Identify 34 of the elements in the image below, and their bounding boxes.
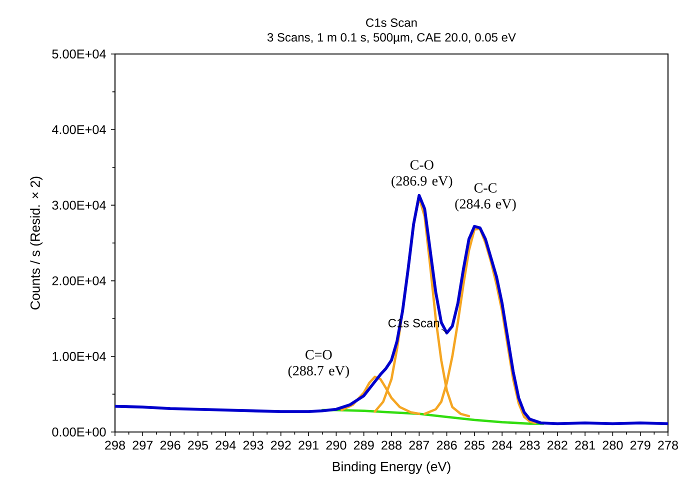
y-tick-label: 0.00E+00 [52,428,106,436]
x-tick-label: 282 [547,440,568,450]
x-tick-label: 289 [354,440,374,450]
chart-subtitle: 3 Scans, 1 m 0.1 s, 500µm, CAE 20.0, 0.05 eV [267,33,516,44]
y-tick-label: 4.00E+04 [52,125,106,134]
x-tick-label: 293 [243,440,264,450]
x-tick-label: 278 [658,440,678,450]
x-tick-label: 298 [105,440,126,450]
x-tick-label: 288 [382,440,402,450]
chart-title: C1s Scan [366,18,417,27]
x-tick-label: 287 [409,440,430,450]
x-tick-label: 294 [216,440,236,450]
x-tick-label: 281 [575,440,595,450]
x-tick-label: 291 [298,440,318,450]
x-tick-label: 292 [270,440,291,450]
x-tick-label: 283 [520,440,540,450]
y-tick-label: 5.00E+04 [52,50,106,58]
x-tick-label: 285 [464,440,484,450]
x-axis-title: Binding Energy (eV) [332,462,450,474]
annotation: C-O (286.9 eV) [392,160,452,188]
x-tick-label: 297 [132,440,153,450]
x-tick-label: 290 [326,440,346,450]
y-tick-label: 2.00E+04 [52,276,106,286]
annotation: C=O (288.7 eV) [288,350,349,378]
x-tick-label: 280 [602,440,623,450]
x-tick-label: 279 [630,440,650,450]
x-tick-label: 284 [492,440,512,450]
y-tick-label: 3.00E+04 [52,200,106,210]
x-tick-label: 296 [160,440,180,450]
y-axis-title: Counts / s (Resid. × 2) [30,176,43,310]
x-tick-label: 295 [188,440,208,450]
y-tick-label: 1.00E+04 [52,352,106,361]
annotation: C-C (284.6 eV) [455,183,516,212]
x-tick-label: 286 [436,440,457,450]
